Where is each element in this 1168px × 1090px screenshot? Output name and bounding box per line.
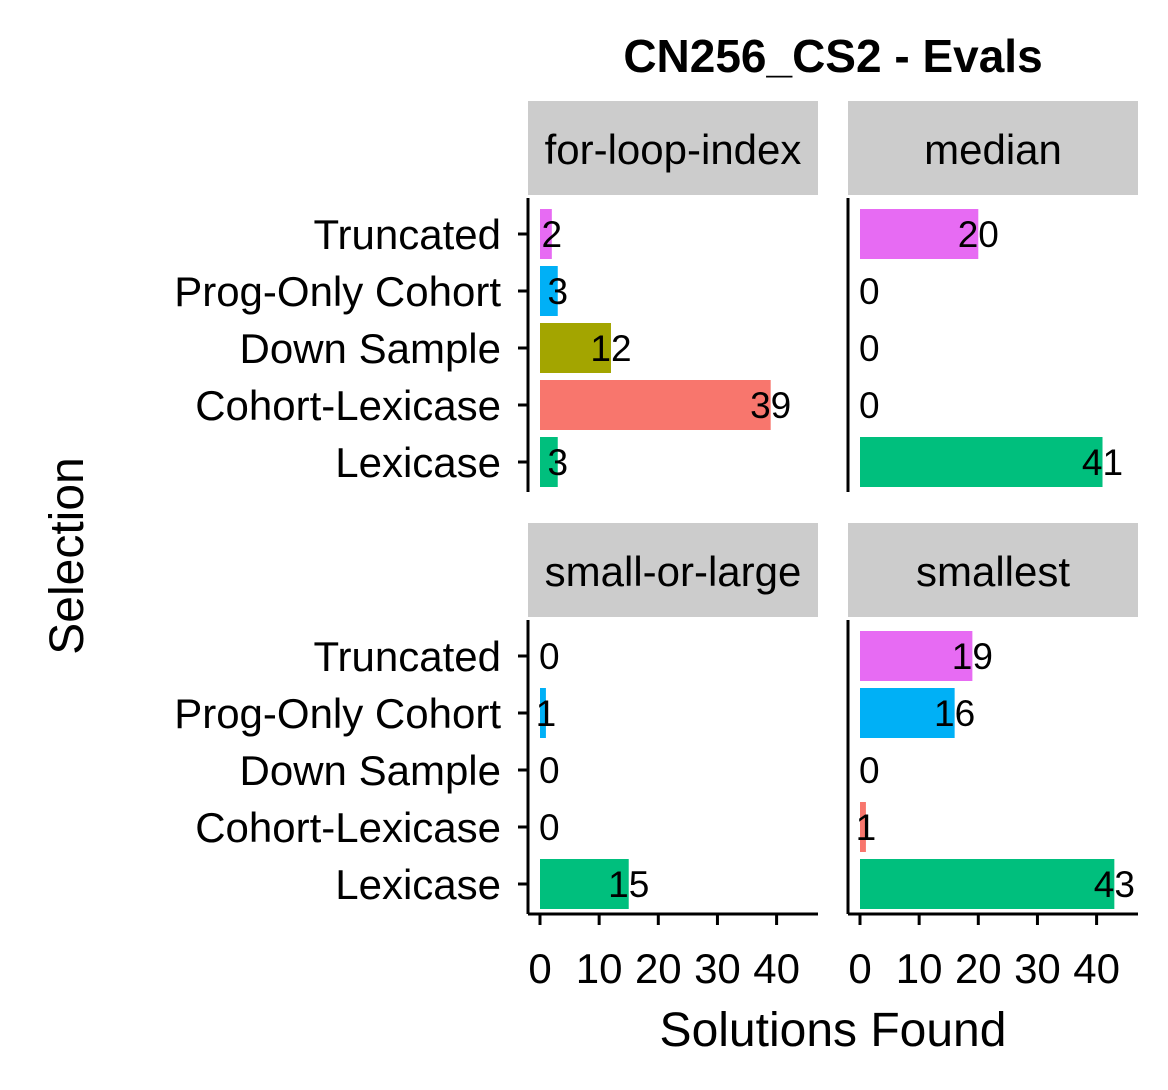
- bar-cohort-lexicase: [860, 802, 866, 852]
- x-tick-label: 40: [1073, 945, 1120, 992]
- facet-strip: [848, 101, 1138, 195]
- x-tick-label: 30: [694, 945, 741, 992]
- x-tick-label: 20: [635, 945, 682, 992]
- bar-lexicase: [860, 859, 1115, 909]
- bar-value-label: 0: [859, 271, 880, 312]
- y-axis-title: Selection: [41, 457, 94, 654]
- bar-value-label: 41: [1082, 442, 1123, 483]
- bar-value-label: 0: [539, 807, 560, 848]
- facet-strip-label: median: [924, 126, 1062, 173]
- y-tick-label: Down Sample: [240, 325, 501, 372]
- facet-panels: for-loop-index 2 3 12 39 3 Truncated Prog-Only …: [174, 101, 1138, 992]
- x-tick-label: 0: [848, 945, 871, 992]
- bar-truncated: [540, 209, 552, 259]
- bar-lexicase: [540, 859, 629, 909]
- bar-value-label: 0: [859, 385, 880, 426]
- y-tick-label: Prog-Only Cohort: [174, 690, 501, 737]
- facet-strip: [528, 523, 818, 617]
- y-tick-label: Truncated: [313, 211, 501, 258]
- x-tick-label: 30: [1014, 945, 1061, 992]
- bar-down-sample: [540, 323, 611, 373]
- bar-value-label: 1: [856, 807, 877, 848]
- x-tick-label: 20: [955, 945, 1002, 992]
- bar-value-label: 19: [952, 636, 993, 677]
- bar-prog-only-cohort: [540, 688, 546, 738]
- y-tick-label: Down Sample: [240, 747, 501, 794]
- bar-value-label: 0: [539, 636, 560, 677]
- bar-value-label: 0: [859, 328, 880, 369]
- x-tick-label: 0: [528, 945, 551, 992]
- bar-value-label: 15: [608, 864, 649, 905]
- bar-value-label: 2: [542, 214, 563, 255]
- bar-value-label: 43: [1094, 864, 1135, 905]
- y-tick-label: Truncated: [313, 633, 501, 680]
- bar-prog-only-cohort: [860, 688, 955, 738]
- bar-prog-only-cohort: [540, 266, 558, 316]
- bar-value-label: 39: [750, 385, 791, 426]
- x-axis-title: Solutions Found: [660, 1004, 1007, 1057]
- facet-for-loop-index: for-loop-index 2 3 12 39 3 Truncated Prog-Only …: [174, 101, 818, 492]
- x-tick-label: 10: [896, 945, 943, 992]
- bar-lexicase: [860, 437, 1103, 487]
- bar-truncated: [860, 209, 979, 259]
- y-tick-label: Prog-Only Cohort: [174, 268, 501, 315]
- bar-value-label: 1: [536, 693, 557, 734]
- bar-value-label: 0: [539, 750, 560, 791]
- bar-value-label: 3: [547, 442, 568, 483]
- chart-title: CN256_CS2 - Evals: [623, 30, 1042, 82]
- bar-truncated: [860, 631, 973, 681]
- facet-smallest: smallest 19 16 0 1 43 0 10 20 30 40: [846, 523, 1138, 992]
- y-tick-label: Lexicase: [335, 439, 501, 486]
- facet-strip-label: smallest: [916, 548, 1070, 595]
- bar-value-label: 16: [934, 693, 975, 734]
- bar-value-label: 20: [958, 214, 999, 255]
- x-tick-label: 40: [753, 945, 800, 992]
- bar-value-label: 12: [590, 328, 631, 369]
- facet-strip-label: for-loop-index: [545, 126, 802, 173]
- y-tick-label: Cohort-Lexicase: [195, 382, 501, 429]
- y-tick-label: Cohort-Lexicase: [195, 804, 501, 851]
- facet-strip: [848, 523, 1138, 617]
- bar-value-label: 0: [859, 750, 880, 791]
- bar-lexicase: [540, 437, 558, 487]
- facet-strip: [528, 101, 818, 195]
- x-tick-label: 10: [576, 945, 623, 992]
- facet-median: median 20 0 0 0 41: [846, 101, 1138, 492]
- facet-strip-label: small-or-large: [545, 548, 802, 595]
- bar-cohort-lexicase: [540, 380, 771, 430]
- bar-value-label: 3: [547, 271, 568, 312]
- y-tick-label: Lexicase: [335, 861, 501, 908]
